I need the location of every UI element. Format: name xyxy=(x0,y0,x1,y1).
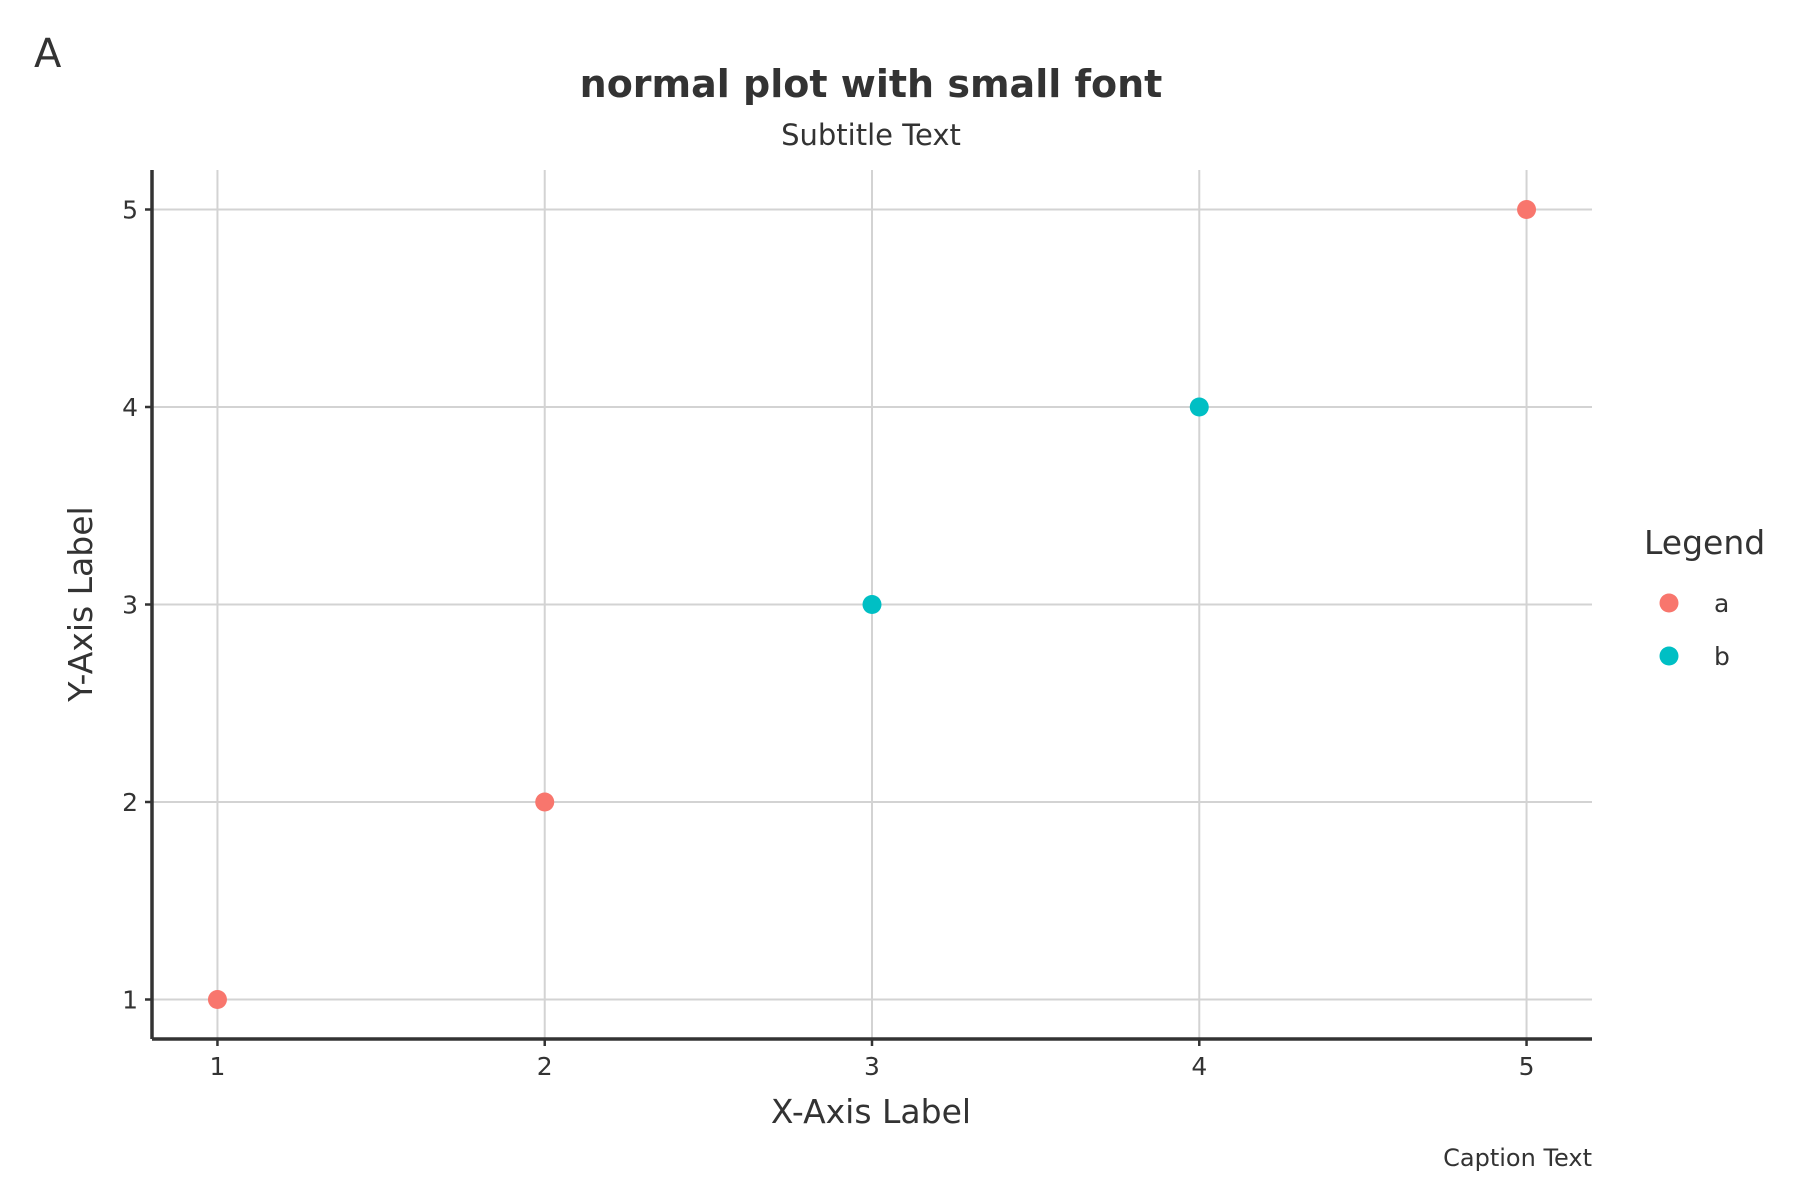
data-point-a xyxy=(207,990,227,1009)
chart-subtitle: Subtitle Text xyxy=(781,118,961,152)
legend-label-a: a xyxy=(1714,589,1729,618)
y-tick-label: 3 xyxy=(122,591,138,620)
legend-title: Legend xyxy=(1644,523,1765,562)
y-axis-title: Y-Axis Label xyxy=(61,506,100,702)
x-axis-title: X-Axis Label xyxy=(771,1092,971,1131)
data-point-a xyxy=(535,792,555,812)
x-tick-label: 2 xyxy=(537,1052,553,1081)
x-tick-label: 4 xyxy=(1191,1052,1207,1081)
y-tick-label: 4 xyxy=(122,393,138,422)
chart-title: normal plot with small font xyxy=(580,62,1163,106)
legend: Legend ab xyxy=(1644,523,1765,671)
x-tick-label: 1 xyxy=(210,1052,226,1081)
panel-tag: A xyxy=(34,31,62,77)
data-point-b xyxy=(1189,397,1209,417)
x-tick-label: 3 xyxy=(864,1052,880,1081)
legend-label-b: b xyxy=(1714,642,1730,671)
y-tick-label: 2 xyxy=(122,788,138,817)
y-tick-label: 1 xyxy=(122,986,138,1015)
x-tick-label: 5 xyxy=(1519,1052,1535,1081)
y-tick-label: 5 xyxy=(122,196,138,225)
chart-caption: Caption Text xyxy=(1443,1144,1592,1172)
ticks: 1 2 3 4 5 1 2 3 4 5 xyxy=(122,196,1534,1082)
legend-key-b xyxy=(1659,646,1679,666)
data-point-b xyxy=(862,595,882,614)
gridlines xyxy=(152,170,1592,1039)
data-points xyxy=(207,200,1537,1009)
data-point-a xyxy=(1517,200,1537,219)
legend-key-a xyxy=(1659,593,1679,613)
